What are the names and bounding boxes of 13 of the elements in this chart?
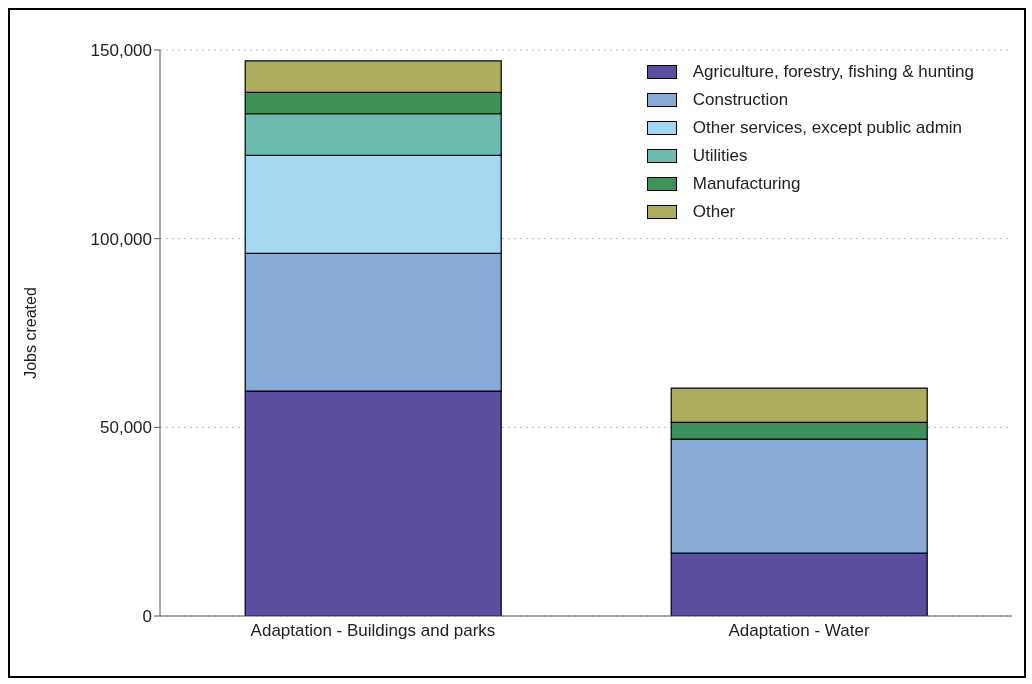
legend-label: Utilities: [692, 145, 748, 167]
x-tick-label: Adaptation - Buildings and parks: [250, 621, 496, 641]
legend-label: Agriculture, forestry, fishing & hunting: [692, 61, 974, 83]
y-tick-label: 150,000: [90, 41, 152, 61]
x-tick-label: Adaptation - Water: [728, 621, 870, 641]
legend-label: Other: [692, 201, 736, 223]
y-axis-title: Jobs created: [21, 287, 39, 379]
y-tick-label: 50,000: [100, 418, 152, 438]
y-tick-label: 0: [142, 607, 152, 627]
y-tick-label: 100,000: [90, 229, 152, 249]
legend-label: Manufacturing: [692, 173, 801, 195]
legend-label: Construction: [692, 89, 789, 111]
legend-label: Other services, except public admin: [692, 117, 963, 139]
